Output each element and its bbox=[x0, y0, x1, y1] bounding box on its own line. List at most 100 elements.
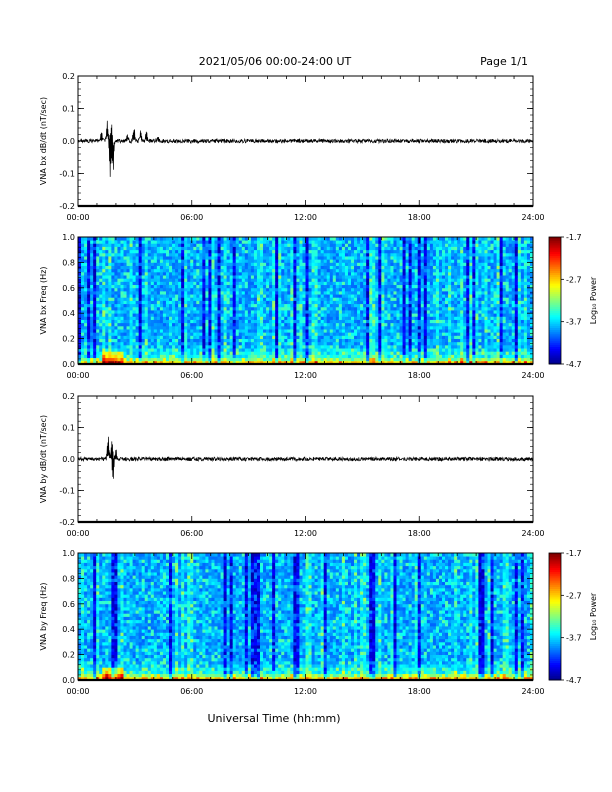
spectrogram-cell bbox=[117, 319, 121, 324]
spectrogram-cell bbox=[366, 360, 370, 365]
spectrogram-cell bbox=[390, 275, 394, 279]
spectrogram-cell bbox=[108, 275, 112, 279]
spectrogram-cell bbox=[420, 265, 425, 270]
spectrogram-cell bbox=[341, 322, 346, 327]
spectrogram-cell bbox=[90, 259, 94, 263]
spectrogram-cell bbox=[181, 252, 185, 257]
spectrogram-cell bbox=[305, 249, 309, 254]
spectrogram-cell bbox=[263, 252, 267, 257]
spectrogram-cell bbox=[414, 278, 419, 282]
spectrogram-cell bbox=[190, 278, 194, 282]
spectrogram-cell bbox=[293, 240, 297, 244]
spectrogram-cell bbox=[169, 360, 173, 365]
spectrogram-cell bbox=[426, 306, 431, 311]
spectrogram-cell bbox=[387, 357, 391, 362]
spectrogram-cell bbox=[411, 256, 416, 260]
spectrogram-cell bbox=[184, 300, 188, 305]
spectrogram-cell bbox=[199, 348, 203, 352]
spectrogram-cell bbox=[260, 338, 264, 343]
spectrogram-cell bbox=[426, 262, 431, 266]
spectrogram-cell bbox=[105, 271, 109, 276]
spectrogram-cell bbox=[199, 252, 203, 257]
spectrogram-cell bbox=[187, 344, 191, 349]
spectrogram-cell bbox=[323, 275, 328, 279]
spectrogram-cell bbox=[193, 290, 197, 295]
spectrogram-cell bbox=[90, 329, 94, 333]
spectrogram-cell bbox=[93, 319, 97, 324]
spectrogram-cell bbox=[411, 341, 416, 346]
spectrogram-cell bbox=[226, 256, 231, 260]
spectrogram-cell bbox=[78, 319, 82, 324]
spectrogram-cell bbox=[117, 310, 121, 314]
spectrogram-cell bbox=[193, 237, 197, 241]
spectrogram-cell bbox=[351, 287, 355, 292]
spectrogram-cell bbox=[329, 252, 334, 257]
spectrogram-cell bbox=[178, 313, 182, 317]
spectrogram-cell bbox=[387, 249, 391, 254]
spectrogram-cell bbox=[384, 252, 388, 257]
spectrogram-cell bbox=[263, 262, 267, 266]
spectrogram-cell bbox=[432, 357, 437, 362]
spectrogram-cell bbox=[187, 303, 191, 308]
spectrogram-cell bbox=[229, 332, 234, 336]
spectrogram-cell bbox=[381, 237, 385, 241]
spectrogram-cell bbox=[105, 360, 109, 365]
spectrogram-cell bbox=[172, 335, 176, 339]
spectrogram-cell bbox=[217, 240, 221, 244]
spectrogram-cell bbox=[320, 262, 325, 266]
spectrogram-cell bbox=[244, 316, 249, 320]
spectrogram-cell bbox=[302, 319, 306, 324]
spectrogram-cell bbox=[205, 256, 209, 260]
spectrogram-cell bbox=[214, 351, 218, 355]
spectrogram-cell bbox=[311, 246, 315, 251]
spectrogram-cell bbox=[351, 281, 355, 286]
spectrogram-cell bbox=[311, 281, 315, 286]
spectrogram-cell bbox=[123, 237, 127, 241]
spectrogram-cell bbox=[208, 256, 212, 260]
spectrogram-cell bbox=[266, 329, 270, 333]
spectrogram-cell bbox=[87, 341, 91, 346]
spectrogram-cell bbox=[338, 322, 343, 327]
spectrogram-cell bbox=[223, 319, 228, 324]
spectrogram-cell bbox=[120, 310, 124, 314]
spectrogram-cell bbox=[293, 284, 297, 289]
spectrogram-cell bbox=[159, 281, 164, 286]
spectrogram-cell bbox=[156, 322, 161, 327]
spectrogram-cell bbox=[263, 319, 267, 324]
spectrogram-cell bbox=[387, 348, 391, 352]
spectrogram-cell bbox=[411, 252, 416, 257]
spectrogram-cell bbox=[263, 265, 267, 270]
spectrogram-cell bbox=[414, 300, 419, 305]
spectrogram-cell bbox=[375, 265, 379, 270]
spectrogram-cell bbox=[217, 322, 221, 327]
spectrogram-cell bbox=[256, 332, 261, 336]
spectrogram-cell bbox=[135, 360, 140, 365]
spectrogram-cell bbox=[199, 341, 203, 346]
spectrogram-cell bbox=[335, 246, 340, 251]
spectrogram-cell bbox=[123, 316, 127, 320]
spectrogram-cell bbox=[232, 275, 237, 279]
spectrogram-cell bbox=[111, 351, 115, 355]
spectrogram-cell bbox=[260, 332, 264, 336]
spectrogram-cell bbox=[417, 348, 422, 352]
spectrogram-cell bbox=[429, 262, 434, 266]
spectrogram-cell bbox=[429, 348, 434, 352]
spectrogram-cell bbox=[272, 338, 276, 343]
spectrogram-cell bbox=[275, 268, 279, 273]
spectrogram-cell bbox=[181, 338, 185, 343]
spectrogram-cell bbox=[354, 246, 358, 251]
spectrogram-cell bbox=[341, 271, 346, 276]
spectrogram-cell bbox=[269, 306, 273, 311]
spectrogram-cell bbox=[426, 319, 431, 324]
spectrogram-cell bbox=[141, 281, 146, 286]
spectrogram-cell bbox=[99, 262, 103, 266]
spectrogram-cell bbox=[253, 332, 258, 336]
spectrogram-cell bbox=[190, 338, 194, 343]
spectrogram-cell bbox=[156, 259, 161, 263]
spectrogram-cell bbox=[81, 348, 85, 352]
spectrogram-cell bbox=[369, 357, 373, 362]
spectrogram-cell bbox=[135, 287, 140, 292]
spectrogram-cell bbox=[138, 249, 143, 254]
spectrogram-cell bbox=[120, 252, 124, 257]
spectrogram-cell bbox=[278, 348, 282, 352]
